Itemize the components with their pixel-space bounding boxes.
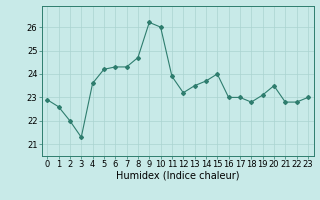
- X-axis label: Humidex (Indice chaleur): Humidex (Indice chaleur): [116, 171, 239, 181]
